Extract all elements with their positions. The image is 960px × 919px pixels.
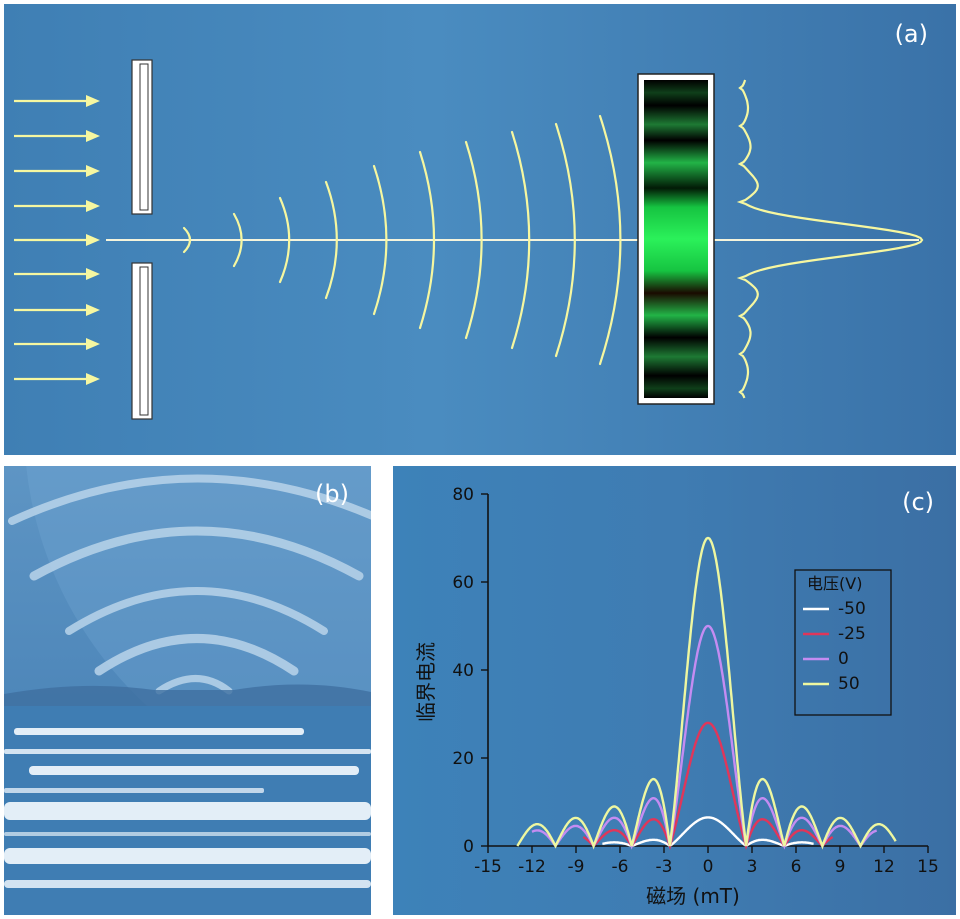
- light-arrow-head-9: [86, 373, 100, 385]
- legend-label: 0: [838, 649, 849, 669]
- legend-label: -25: [838, 624, 866, 644]
- interference-fringes: [644, 80, 708, 398]
- series-line-50: [516, 536, 897, 850]
- x-tick-label: 6: [791, 857, 802, 877]
- intensity-profile-curve: [736, 79, 924, 399]
- x-tick-label: -15: [474, 857, 502, 877]
- wavefront-arc: [464, 140, 483, 340]
- light-arrow-head-5: [86, 234, 100, 246]
- y-tick-label: 80: [452, 485, 474, 505]
- y-axis-label: 临界电流: [414, 642, 438, 722]
- x-axis-label: 磁场 (mT): [646, 884, 740, 908]
- diffracted-water-ripples: [8, 474, 371, 695]
- series-line--25: [582, 721, 834, 850]
- slit-barrier-top: [131, 59, 153, 215]
- wavefront-arc: [232, 212, 243, 268]
- y-tick-label: 40: [452, 661, 474, 681]
- x-tick-label: 3: [747, 857, 758, 877]
- light-arrow-head-2: [86, 130, 100, 142]
- incoming-wave-streaks: [4, 728, 371, 888]
- wavefront-arc: [418, 150, 436, 330]
- wavefront-arc: [510, 130, 531, 350]
- light-arrow-head-4: [86, 200, 100, 212]
- wavefront-arc: [372, 164, 388, 316]
- chart-series-lines: [516, 536, 897, 850]
- light-arrow-head-3: [86, 165, 100, 177]
- wavefront-arc: [554, 122, 576, 358]
- x-tick-label: 12: [873, 857, 895, 877]
- wavefront-arc: [182, 226, 192, 254]
- x-tick-label: 9: [835, 857, 846, 877]
- wavefront-arc: [278, 196, 291, 284]
- y-tick-label: 0: [463, 837, 474, 857]
- legend-label: -50: [838, 599, 866, 619]
- light-arrow-head-8: [86, 338, 100, 350]
- series-line--50: [602, 816, 814, 848]
- legend-box: [794, 569, 892, 716]
- slit-barrier-bottom: [131, 262, 153, 420]
- y-tick-label: 60: [452, 573, 474, 593]
- shore-barrier: [4, 684, 371, 711]
- incident-light-arrows: [14, 95, 100, 385]
- x-tick-label: 15: [917, 857, 939, 877]
- x-tick-label: -6: [612, 857, 629, 877]
- x-tick-label: 0: [703, 857, 714, 877]
- panel-a-single-slit-diagram: (a): [4, 4, 956, 455]
- water-wave-scene: [4, 466, 371, 915]
- x-tick-label: -3: [656, 857, 673, 877]
- x-tick-label: -12: [518, 857, 546, 877]
- light-arrow-head-6: [86, 268, 100, 280]
- x-tick-label: -9: [568, 857, 585, 877]
- legend-label: 50: [838, 674, 860, 694]
- panel-a-label: (a): [894, 20, 928, 48]
- panel-c-label: (c): [902, 488, 934, 516]
- legend-title: 电压(V): [807, 574, 862, 593]
- wavefront-arc: [598, 114, 622, 366]
- panel-c-chart: -15 -12 -9 -6 -3 0 3 6 9 12 15 0 20 40 60 80 电压(V) -50-…: [393, 466, 956, 915]
- light-arrow-head-1: [86, 95, 100, 107]
- y-tick-label: 20: [452, 749, 474, 769]
- chart-legend: 电压(V) -50 -25 0 50: [794, 569, 892, 716]
- single-slit-illustration: [14, 59, 924, 420]
- panel-b-water-wave-illustration: (b): [4, 466, 371, 915]
- wavefront-arc: [324, 180, 338, 300]
- chart-axes: -15 -12 -9 -6 -3 0 3 6 9 12 15 0 20 40 60 80: [452, 485, 938, 877]
- light-arrow-head-7: [86, 304, 100, 316]
- diffracted-wavefronts: [182, 114, 622, 366]
- panel-b-label: (b): [315, 480, 349, 508]
